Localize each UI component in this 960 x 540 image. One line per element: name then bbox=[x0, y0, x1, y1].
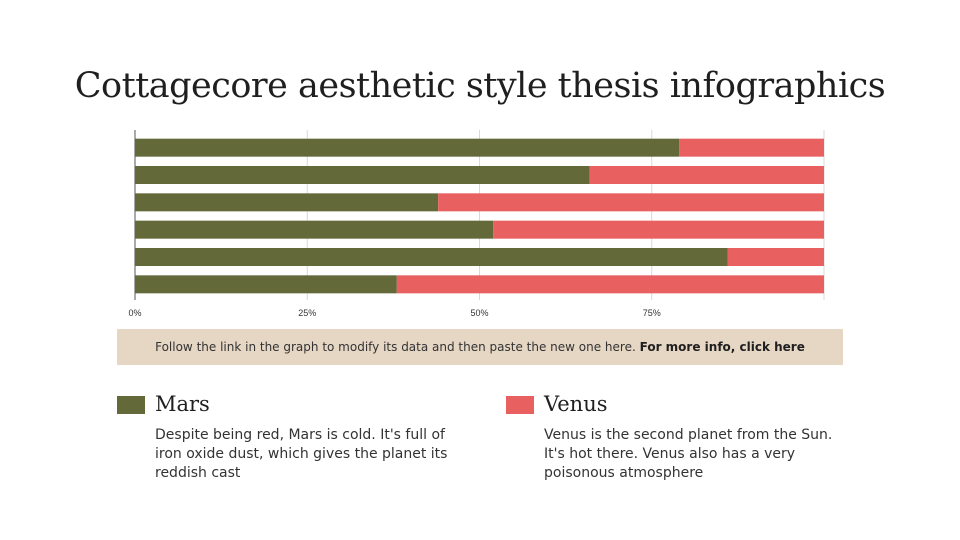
page-title: Cottagecore aesthetic style thesis infog… bbox=[74, 66, 886, 106]
info-banner: Follow the link in the graph to modify i… bbox=[117, 329, 843, 365]
x-tick-label: 0% bbox=[128, 308, 141, 318]
bar-mars bbox=[135, 248, 728, 266]
info-text: Follow the link in the graph to modify i… bbox=[155, 340, 636, 354]
bar-venus bbox=[727, 248, 824, 266]
bar-venus bbox=[493, 220, 824, 239]
bar-venus bbox=[396, 275, 824, 294]
bar-venus bbox=[589, 166, 824, 184]
bar-mars bbox=[135, 193, 439, 212]
venus-swatch bbox=[506, 396, 534, 414]
stacked-bar-chart: 0% 25% 50% 75% bbox=[128, 130, 825, 318]
bar-mars bbox=[135, 220, 494, 239]
legend-venus-desc: Venus is the second planet from the Sun.… bbox=[544, 427, 833, 481]
bar-mars bbox=[135, 275, 397, 294]
bar-venus bbox=[679, 138, 824, 157]
mars-swatch bbox=[117, 396, 145, 414]
legend-mars-desc: Despite being red, Mars is cold. It's fu… bbox=[155, 427, 448, 481]
more-info-link[interactable]: For more info, click here bbox=[639, 340, 805, 354]
legend-mars-name: Mars bbox=[155, 392, 210, 416]
x-tick-label: 50% bbox=[470, 308, 488, 318]
bar-mars bbox=[135, 138, 680, 157]
legend-venus-name: Venus bbox=[544, 392, 608, 416]
x-tick-label: 25% bbox=[298, 308, 316, 318]
bar-mars bbox=[135, 166, 590, 184]
x-tick-label: 75% bbox=[643, 308, 661, 318]
bar-venus bbox=[438, 193, 824, 212]
